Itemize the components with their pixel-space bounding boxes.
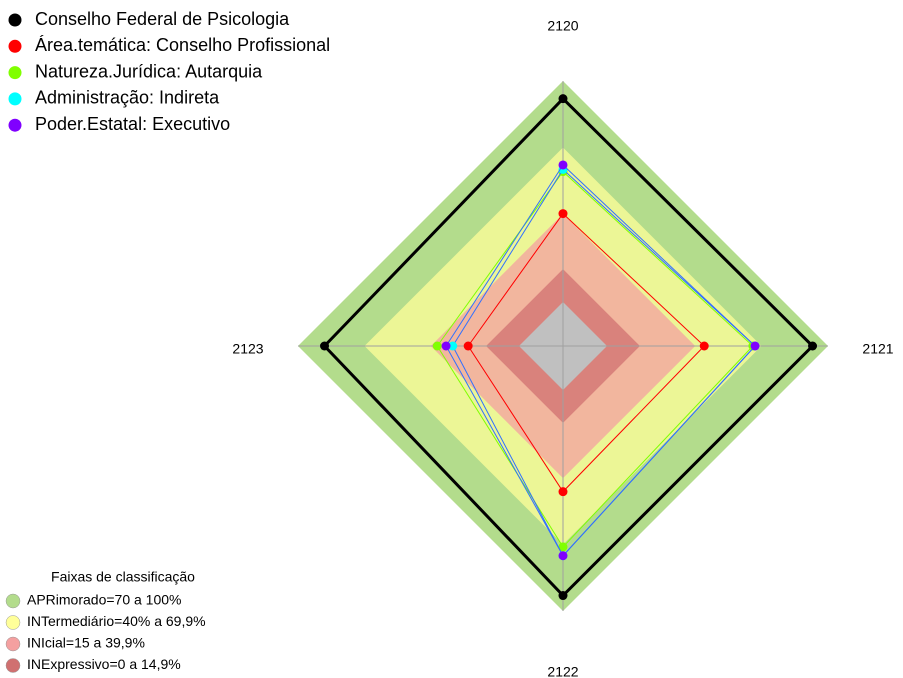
axis-label: 2122 xyxy=(547,664,578,678)
point xyxy=(558,487,568,497)
band-swatch xyxy=(5,615,21,630)
axis-label: 2123 xyxy=(232,341,263,357)
point xyxy=(558,551,568,561)
point xyxy=(463,341,473,351)
band-swatch xyxy=(5,658,21,673)
point xyxy=(558,160,568,170)
legend-swatch xyxy=(8,118,22,132)
legend-label: Área.temática: Conselho Profissional xyxy=(35,35,330,55)
legend-swatch xyxy=(8,39,22,53)
legend-swatch xyxy=(8,66,22,80)
band-label: INTermediário=40% a 69,9% xyxy=(27,613,206,629)
axis-label: 2120 xyxy=(547,18,578,34)
point xyxy=(558,94,568,104)
legend-swatch xyxy=(8,13,22,27)
band-label: INIcial=15 a 39,9% xyxy=(27,635,145,651)
point xyxy=(808,341,818,351)
point xyxy=(699,341,709,351)
bands-title: Faixas de classificação xyxy=(51,569,195,585)
point xyxy=(320,341,330,351)
band-swatch xyxy=(5,636,21,652)
point xyxy=(558,591,568,601)
legend-label: Conselho Federal de Psicologia xyxy=(35,9,290,29)
legend-label: Poder.Estatal: Executivo xyxy=(35,114,230,134)
point xyxy=(432,341,442,351)
point xyxy=(448,341,458,351)
point xyxy=(558,542,568,552)
legend-label: Natureza.Jurídica: Autarquia xyxy=(35,61,263,81)
legend-label: Administração: Indireta xyxy=(35,88,220,108)
band-label: INExpressivo=0 a 14,9% xyxy=(27,656,181,672)
point xyxy=(441,341,451,351)
axis-label: 2121 xyxy=(862,341,893,357)
point xyxy=(558,209,568,219)
point xyxy=(750,341,760,351)
legend-swatch xyxy=(8,92,22,106)
band-label: APRimorado=70 a 100% xyxy=(27,592,182,608)
band-swatch xyxy=(5,593,21,609)
